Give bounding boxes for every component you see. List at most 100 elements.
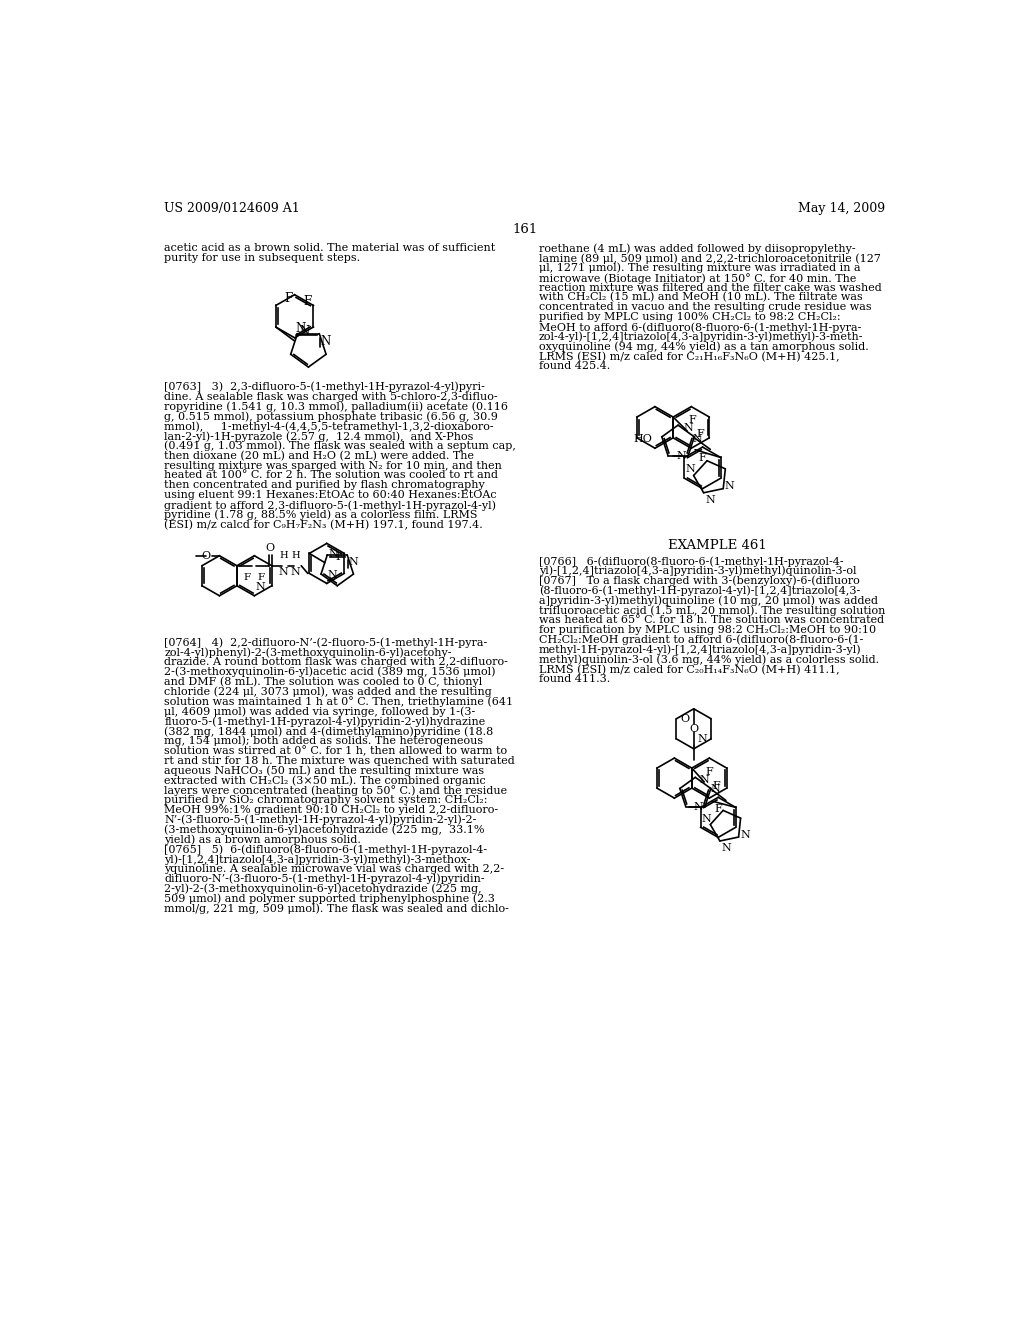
Text: N: N	[683, 422, 692, 433]
Text: purity for use in subsequent steps.: purity for use in subsequent steps.	[165, 253, 360, 263]
Text: mmol),     1-methyl-4-(4,4,5,5-tetramethyl-1,3,2-dioxaboro-: mmol), 1-methyl-4-(4,4,5,5-tetramethyl-1…	[165, 421, 494, 432]
Text: oxyquinoline (94 mg, 44% yield) as a tan amorphous solid.: oxyquinoline (94 mg, 44% yield) as a tan…	[539, 342, 868, 352]
Text: then concentrated and purified by flash chromatography: then concentrated and purified by flash …	[165, 480, 485, 490]
Text: for purification by MPLC using 98:2 CH₂Cl₂:MeOH to 90:10: for purification by MPLC using 98:2 CH₂C…	[539, 624, 876, 635]
Text: μl, 4609 μmol) was added via syringe, followed by 1-(3-: μl, 4609 μmol) was added via syringe, fo…	[165, 706, 476, 717]
Text: N: N	[685, 465, 695, 474]
Text: F: F	[698, 453, 707, 463]
Text: and DMF (8 mL). The solution was cooled to 0 C, thionyl: and DMF (8 mL). The solution was cooled …	[165, 677, 482, 688]
Text: 2-(3-methoxyquinolin-6-yl)acetic acid (389 mg, 1536 μmol): 2-(3-methoxyquinolin-6-yl)acetic acid (3…	[165, 667, 496, 677]
Text: extracted with CH₂Cl₂ (3×50 mL). The combined organic: extracted with CH₂Cl₂ (3×50 mL). The com…	[165, 775, 486, 785]
Text: [0764]   4)  2,2-difluoro-N’-(2-fluoro-5-(1-methyl-1H-pyra-: [0764] 4) 2,2-difluoro-N’-(2-fluoro-5-(1…	[165, 638, 487, 648]
Text: dine. A sealable flask was charged with 5-chloro-2,3-difluo-: dine. A sealable flask was charged with …	[165, 392, 498, 401]
Text: N’-(3-fluoro-5-(1-methyl-1H-pyrazol-4-yl)pyridin-2-yl)-2-: N’-(3-fluoro-5-(1-methyl-1H-pyrazol-4-yl…	[165, 814, 477, 825]
Text: N: N	[255, 582, 265, 591]
Text: N: N	[279, 566, 289, 577]
Text: purified by MPLC using 100% CH₂Cl₂ to 98:2 CH₂Cl₂:: purified by MPLC using 100% CH₂Cl₂ to 98…	[539, 312, 841, 322]
Text: was heated at 65° C. for 18 h. The solution was concentrated: was heated at 65° C. for 18 h. The solut…	[539, 615, 884, 626]
Text: (0.491 g, 1.03 mmol). The flask was sealed with a septum cap,: (0.491 g, 1.03 mmol). The flask was seal…	[165, 441, 516, 451]
Text: solution was maintained 1 h at 0° C. Then, triethylamine (641: solution was maintained 1 h at 0° C. The…	[165, 697, 514, 708]
Text: F: F	[696, 429, 705, 440]
Text: N: N	[299, 325, 309, 338]
Text: heated at 100° C. for 2 h. The solution was cooled to rt and: heated at 100° C. for 2 h. The solution …	[165, 470, 499, 480]
Text: F: F	[712, 781, 720, 791]
Text: found 425.4.: found 425.4.	[539, 362, 610, 371]
Text: roethane (4 mL) was added followed by diisopropylethy-: roethane (4 mL) was added followed by di…	[539, 243, 855, 253]
Text: (8-fluoro-6-(1-methyl-1H-pyrazol-4-yl)-[1,2,4]triazolo[4,3-: (8-fluoro-6-(1-methyl-1H-pyrazol-4-yl)-[…	[539, 586, 860, 597]
Text: purified by SiO₂ chromatography solvent system: CH₂Cl₂:: purified by SiO₂ chromatography solvent …	[165, 795, 487, 805]
Text: methyl)quinolin-3-ol (3.6 mg, 44% yield) as a colorless solid.: methyl)quinolin-3-ol (3.6 mg, 44% yield)…	[539, 655, 879, 665]
Text: zol-4-yl)phenyl)-2-(3-methoxyquinolin-6-yl)acetohy-: zol-4-yl)phenyl)-2-(3-methoxyquinolin-6-…	[165, 647, 452, 657]
Text: concentrated in vacuo and the resulting crude residue was: concentrated in vacuo and the resulting …	[539, 302, 871, 313]
Text: lamine (89 μl, 509 μmol) and 2,2,2-trichloroacetonitrile (127: lamine (89 μl, 509 μmol) and 2,2,2-trich…	[539, 253, 881, 264]
Text: N: N	[291, 566, 301, 577]
Text: O: O	[680, 714, 689, 723]
Text: mmol/g, 221 mg, 509 μmol). The flask was sealed and dichlo-: mmol/g, 221 mg, 509 μmol). The flask was…	[165, 903, 509, 913]
Text: N: N	[677, 450, 686, 461]
Text: N: N	[706, 495, 715, 506]
Text: [0766]   6-(difluoro(8-fluoro-6-(1-methyl-1H-pyrazol-4-: [0766] 6-(difluoro(8-fluoro-6-(1-methyl-…	[539, 556, 844, 566]
Text: using eluent 99:1 Hexanes:EtOAc to 60:40 Hexanes:EtOAc: using eluent 99:1 Hexanes:EtOAc to 60:40…	[165, 490, 497, 500]
Text: N: N	[740, 830, 750, 840]
Text: F: F	[258, 573, 265, 582]
Text: H: H	[292, 552, 300, 561]
Text: yield) as a brown amorphous solid.: yield) as a brown amorphous solid.	[165, 834, 361, 845]
Text: trifluoroacetic acid (1.5 mL, 20 mmol). The resulting solution: trifluoroacetic acid (1.5 mL, 20 mmol). …	[539, 606, 885, 616]
Text: N: N	[693, 801, 703, 812]
Text: methyl-1H-pyrazol-4-yl)-[1,2,4]triazolo[4,3-a]pyridin-3-yl): methyl-1H-pyrazol-4-yl)-[1,2,4]triazolo[…	[539, 644, 861, 655]
Text: MeOH 99%:1% gradient 90:10 CH₂Cl₂ to yield 2,2-difluoro-: MeOH 99%:1% gradient 90:10 CH₂Cl₂ to yie…	[165, 805, 499, 814]
Text: chloride (224 μl, 3073 μmol), was added and the resulting: chloride (224 μl, 3073 μmol), was added …	[165, 686, 493, 697]
Text: resulting mixture was sparged with N₂ for 10 min, and then: resulting mixture was sparged with N₂ fo…	[165, 461, 503, 470]
Text: HO: HO	[634, 433, 652, 444]
Text: N: N	[328, 570, 337, 579]
Text: ropyridine (1.541 g, 10.3 mmol), palladium(ii) acetate (0.116: ropyridine (1.541 g, 10.3 mmol), palladi…	[165, 401, 509, 412]
Text: May 14, 2009: May 14, 2009	[798, 202, 885, 215]
Text: H: H	[280, 552, 288, 561]
Text: rt and stir for 18 h. The mixture was quenched with saturated: rt and stir for 18 h. The mixture was qu…	[165, 755, 515, 766]
Text: lan-2-yl)-1H-pyrazole (2.57 g,  12.4 mmol),  and X-Phos: lan-2-yl)-1H-pyrazole (2.57 g, 12.4 mmol…	[165, 430, 474, 442]
Text: N: N	[329, 549, 339, 558]
Text: [0765]   5)  6-(difluoro(8-fluoro-6-(1-methyl-1H-pyrazol-4-: [0765] 5) 6-(difluoro(8-fluoro-6-(1-meth…	[165, 845, 487, 855]
Text: N: N	[697, 734, 708, 744]
Text: O: O	[201, 550, 210, 561]
Text: fluoro-5-(1-methyl-1H-pyrazol-4-yl)pyridin-2-yl)hydrazine: fluoro-5-(1-methyl-1H-pyrazol-4-yl)pyrid…	[165, 717, 485, 727]
Text: zol-4-yl)-[1,2,4]triazolo[4,3-a]pyridin-3-yl)methyl)-3-meth-: zol-4-yl)-[1,2,4]triazolo[4,3-a]pyridin-…	[539, 331, 863, 342]
Text: F: F	[304, 296, 312, 308]
Text: LRMS (ESI) m/z caled for C₂₀H₁₄F₃N₆O (M+H) 411.1,: LRMS (ESI) m/z caled for C₂₀H₁₄F₃N₆O (M+…	[539, 664, 840, 675]
Text: a]pyridin-3-yl)methyl)quinoline (10 mg, 20 μmol) was added: a]pyridin-3-yl)methyl)quinoline (10 mg, …	[539, 595, 878, 606]
Text: N: N	[321, 335, 331, 348]
Text: F: F	[715, 804, 722, 813]
Text: (3-methoxyquinolin-6-yl)acetohydrazide (225 mg,  33.1%: (3-methoxyquinolin-6-yl)acetohydrazide (…	[165, 825, 485, 836]
Text: g, 0.515 mmol), potassium phosphate tribasic (6.56 g, 30.9: g, 0.515 mmol), potassium phosphate trib…	[165, 412, 499, 422]
Text: (ESI) m/z calcd for C₉H₇F₂N₃ (M+H) 197.1, found 197.4.: (ESI) m/z calcd for C₉H₇F₂N₃ (M+H) 197.1…	[165, 520, 483, 531]
Text: N: N	[710, 784, 720, 795]
Text: [0763]   3)  2,3-difluoro-5-(1-methyl-1H-pyrazol-4-yl)pyri-: [0763] 3) 2,3-difluoro-5-(1-methyl-1H-py…	[165, 381, 485, 392]
Text: yl)-[1,2,4]triazolo[4,3-a]pyridin-3-yl)methyl)quinolin-3-ol: yl)-[1,2,4]triazolo[4,3-a]pyridin-3-yl)m…	[539, 566, 856, 577]
Text: N: N	[699, 775, 710, 784]
Text: F: F	[285, 292, 293, 305]
Text: reaction mixture was filtered and the filter cake was washed: reaction mixture was filtered and the fi…	[539, 282, 882, 293]
Text: F: F	[244, 573, 251, 582]
Text: N: N	[725, 482, 734, 491]
Text: LRMS (ESI) m/z caled for C₂₁H₁₆F₃N₆O (M+H) 425.1,: LRMS (ESI) m/z caled for C₂₁H₁₆F₃N₆O (M+…	[539, 351, 840, 362]
Text: drazide. A round bottom flask was charged with 2,2-difluoro-: drazide. A round bottom flask was charge…	[165, 657, 508, 667]
Text: N: N	[701, 813, 712, 824]
Text: [0767]   To a flask charged with 3-(benzyloxy)-6-(difluoro: [0767] To a flask charged with 3-(benzyl…	[539, 576, 859, 586]
Text: F: F	[688, 414, 696, 425]
Text: 509 μmol) and polymer supported triphenylphosphine (2.3: 509 μmol) and polymer supported tripheny…	[165, 894, 496, 904]
Text: CH₂Cl₂:MeOH gradient to afford 6-(difluoro(8-fluoro-6-(1-: CH₂Cl₂:MeOH gradient to afford 6-(difluo…	[539, 635, 863, 645]
Text: yl)-[1,2,4]triazolo[4,3-a]pyridin-3-yl)methyl)-3-methox-: yl)-[1,2,4]triazolo[4,3-a]pyridin-3-yl)m…	[165, 854, 471, 865]
Text: gradient to afford 2,3-difluoro-5-(1-methyl-1H-pyrazol-4-yl): gradient to afford 2,3-difluoro-5-(1-met…	[165, 500, 497, 511]
Text: N: N	[692, 434, 701, 445]
Text: O: O	[689, 723, 698, 734]
Text: yquinoline. A sealable microwave vial was charged with 2,2-: yquinoline. A sealable microwave vial wa…	[165, 865, 505, 874]
Text: found 411.3.: found 411.3.	[539, 675, 610, 684]
Text: N: N	[349, 557, 358, 566]
Text: 2-yl)-2-(3-methoxyquinolin-6-yl)acetohydrazide (225 mg,: 2-yl)-2-(3-methoxyquinolin-6-yl)acetohyd…	[165, 883, 482, 895]
Text: difluoro-N’-(3-fluoro-5-(1-methyl-1H-pyrazol-4-yl)pyridin-: difluoro-N’-(3-fluoro-5-(1-methyl-1H-pyr…	[165, 874, 485, 884]
Text: N: N	[295, 322, 305, 335]
Text: (382 mg, 1844 μmol) and 4-(dimethylamino)pyridine (18.8: (382 mg, 1844 μmol) and 4-(dimethylamino…	[165, 726, 494, 737]
Text: O: O	[265, 543, 274, 553]
Text: F: F	[705, 767, 713, 776]
Text: EXAMPLE 461: EXAMPLE 461	[668, 539, 766, 552]
